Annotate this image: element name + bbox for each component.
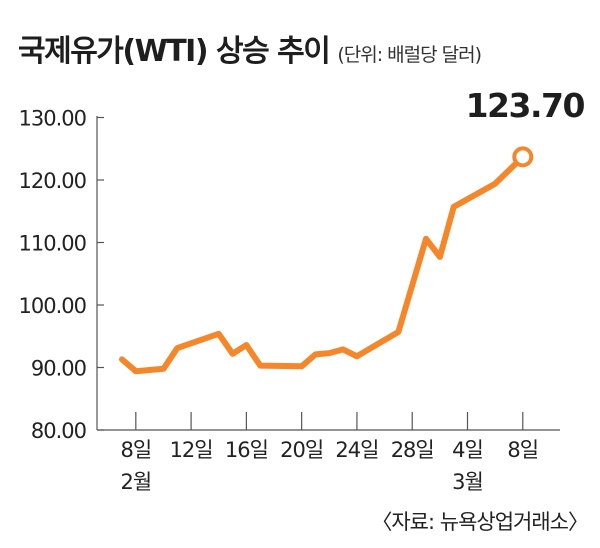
chart-title: 국제유가(WTI) 상승 추이 xyxy=(18,34,331,69)
y-tick-label: 100.00 xyxy=(19,294,86,318)
y-tick-label: 80.00 xyxy=(31,419,86,443)
unit-label: (단위: 배럴당 달러) xyxy=(337,44,482,66)
y-tick-label: 90.00 xyxy=(31,357,86,381)
x-tick-label: 8일 xyxy=(507,438,538,462)
y-tick-label: 120.00 xyxy=(19,169,86,193)
chart-header: 국제유가(WTI) 상승 추이 (단위: 배럴당 달러) xyxy=(18,26,482,70)
y-tick-label: 130.00 xyxy=(19,107,86,131)
source-note: 〈자료: 뉴욕상업거래소〉 xyxy=(371,510,589,534)
x-tick-month-label: 3월 xyxy=(452,470,483,494)
wti-price-line xyxy=(119,153,526,375)
x-tick-label: 4일 xyxy=(452,438,483,462)
x-tick-label: 24일 xyxy=(335,438,378,462)
x-tick-label: 20일 xyxy=(280,438,323,462)
x-tick-label: 28일 xyxy=(391,438,434,462)
x-tick-label: 8일 xyxy=(120,438,151,462)
last-value-label: 123.70 xyxy=(466,86,585,125)
x-tick-label: 12일 xyxy=(170,438,213,462)
y-tick-label: 110.00 xyxy=(19,232,86,256)
last-point-marker xyxy=(512,146,534,168)
x-tick-label: 16일 xyxy=(225,438,268,462)
x-tick-month-label: 2월 xyxy=(120,470,151,494)
